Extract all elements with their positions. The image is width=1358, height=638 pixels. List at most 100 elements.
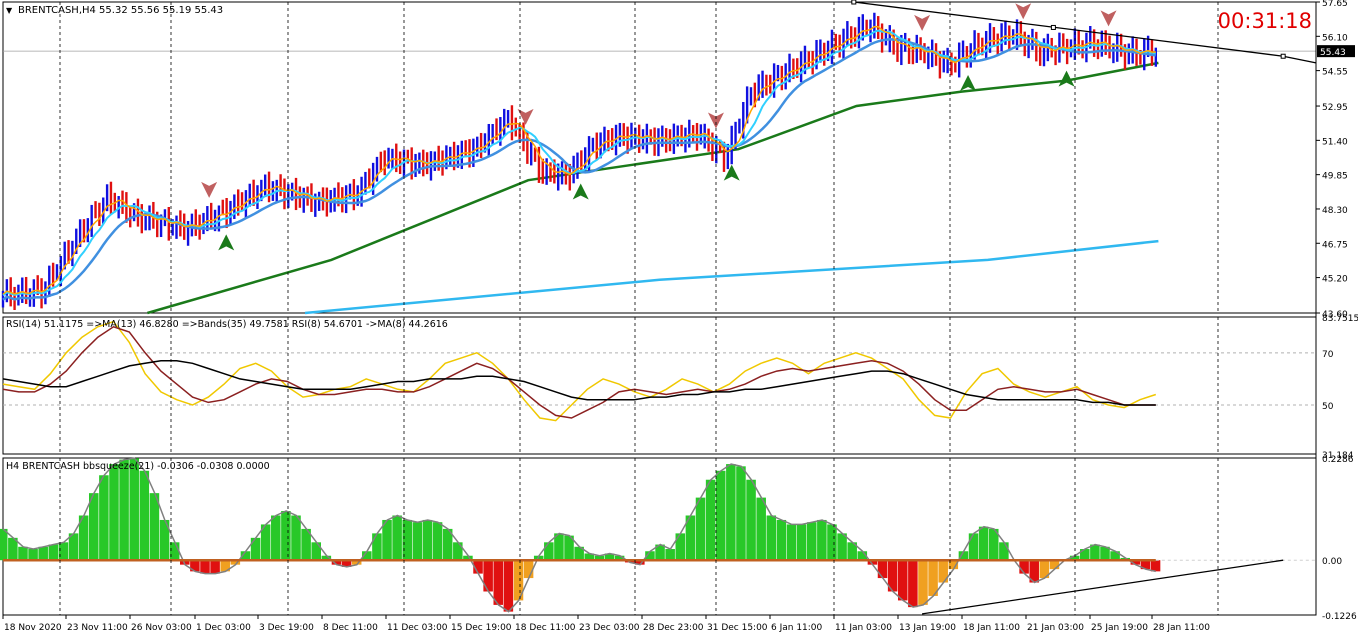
x-tick-label: 28 Dec 23:00: [643, 623, 704, 633]
dropdown-triangle-icon[interactable]: ▼: [6, 6, 13, 15]
histogram-bar: [88, 493, 99, 561]
histogram-bar: [1069, 555, 1080, 561]
sell-arrow-icon: [1015, 3, 1032, 20]
sell-arrow-icon: [914, 14, 931, 31]
histogram-bar: [351, 560, 362, 565]
resistance-trendline[interactable]: [1283, 55, 1317, 64]
histogram-bar: [453, 542, 463, 561]
histogram-bar: [109, 464, 119, 561]
histogram-bar: [473, 560, 483, 574]
y-tick-label: 54.55: [1322, 68, 1348, 78]
histogram-bar: [382, 519, 392, 561]
histogram-bar: [372, 533, 382, 561]
histogram-bar: [1150, 560, 1161, 572]
histogram-bar: [28, 549, 38, 561]
rsi-header: RSI(14) 51.1175 =>MA(13) 46.8280 =>Bands…: [6, 319, 448, 330]
x-tick-label: 18 Jan 11:00: [963, 623, 1020, 633]
histogram-bar: [8, 537, 18, 561]
y-tick-label: 51.40: [1322, 137, 1348, 147]
histogram-bar: [604, 553, 615, 561]
histogram-bar: [58, 542, 69, 561]
histogram-bar: [958, 551, 969, 561]
histogram-bar: [746, 479, 756, 561]
histogram-bar: [483, 560, 493, 592]
histogram-bar: [139, 470, 150, 561]
y-tick-label: 49.85: [1322, 172, 1348, 182]
x-tick-label: 1 Dec 03:00: [196, 623, 251, 633]
current-price-badge: [1317, 45, 1355, 58]
x-tick-label: 31 Dec 15:00: [707, 623, 768, 633]
sell-arrow-icon: [707, 112, 724, 129]
histogram-bar: [78, 515, 89, 561]
histogram-bar: [584, 553, 595, 561]
histogram-bar: [544, 542, 554, 561]
histogram-bar: [705, 479, 716, 561]
y-tick-label: 56.10: [1322, 33, 1348, 43]
histogram-bar: [38, 546, 48, 561]
histogram-bar: [796, 524, 807, 561]
countdown-timer: 00:31:18: [1218, 9, 1312, 33]
histogram-bar: [99, 475, 109, 561]
x-tick-label: 26 Nov 03:00: [131, 623, 192, 633]
fast-ma-line: [2, 25, 1156, 295]
histogram-bar: [614, 555, 625, 561]
histogram-bar: [311, 542, 321, 561]
histogram-bar: [68, 533, 79, 561]
x-tick-label: 11 Dec 03:00: [387, 623, 448, 633]
histogram-bar: [230, 560, 241, 565]
histogram-bar: [0, 528, 8, 561]
histogram-bar: [574, 546, 584, 561]
histogram-bar: [756, 497, 766, 561]
histogram-bar: [695, 497, 706, 561]
histogram-bar: [523, 560, 534, 579]
x-tick-label: 25 Jan 19:00: [1091, 623, 1148, 633]
histogram-bar: [220, 560, 230, 572]
histogram-bar: [402, 519, 413, 561]
histogram-bar: [1080, 549, 1090, 561]
trendline-handle[interactable]: [851, 0, 857, 5]
histogram-bar: [1130, 560, 1141, 565]
sell-arrow-icon: [201, 181, 218, 198]
histogram-bar: [786, 524, 797, 561]
histogram-bar: [857, 551, 868, 561]
bbsqueeze-panel[interactable]: 0.2286 0.00 -0.1226: [0, 455, 1357, 622]
main-price-panel[interactable]: 57.65 56.10 54.55 52.95 51.40 49.85 48.30 46.75…: [1, 0, 1355, 320]
y-tick-label: 70: [1322, 350, 1334, 360]
histogram-bar: [847, 542, 857, 561]
long-ma-line: [304, 239, 1159, 315]
histogram-bar: [341, 560, 352, 567]
rsi-panel[interactable]: 83.7515 70 50 31.184: [2, 314, 1358, 461]
histogram-bar: [908, 560, 918, 608]
histogram-bar: [1090, 544, 1100, 561]
support-trendline[interactable]: [922, 559, 1284, 615]
histogram-bar: [877, 560, 888, 579]
y-tick-label: 46.75: [1322, 240, 1348, 250]
histogram-bar: [301, 528, 311, 561]
histogram-bar: [281, 511, 291, 561]
y-tick-label: 83.7515: [1322, 314, 1358, 324]
histogram-bar: [271, 515, 281, 561]
histogram-bar: [776, 519, 787, 561]
x-tick-label: 18 Nov 2020: [4, 623, 62, 633]
buy-arrow-icon: [723, 164, 740, 181]
y-tick-label: 0.2286: [1322, 455, 1354, 465]
histogram-bar: [726, 464, 736, 561]
histogram-bar: [685, 515, 696, 561]
trendline-handle[interactable]: [1280, 53, 1286, 59]
histogram-bar: [190, 560, 200, 572]
resistance-trendline[interactable]: [853, 1, 1284, 57]
x-tick-label: 13 Jan 19:00: [899, 623, 956, 633]
histogram-bar: [210, 560, 220, 574]
y-tick-label: 0.00: [1322, 557, 1342, 567]
sell-arrow-icon: [1100, 10, 1117, 27]
trendline-handle[interactable]: [1050, 24, 1056, 30]
histogram-bar: [594, 555, 605, 561]
histogram-bar: [129, 458, 139, 561]
bbsqueeze-header: H4 BRENTCASH bbsqueeze(21) -0.0306 -0.03…: [6, 461, 270, 472]
panel-frame: [2, 1, 1317, 314]
histogram-bar: [1110, 551, 1120, 561]
histogram-bar: [887, 560, 898, 592]
buy-arrow-icon: [218, 234, 235, 251]
histogram-bar: [442, 528, 453, 561]
